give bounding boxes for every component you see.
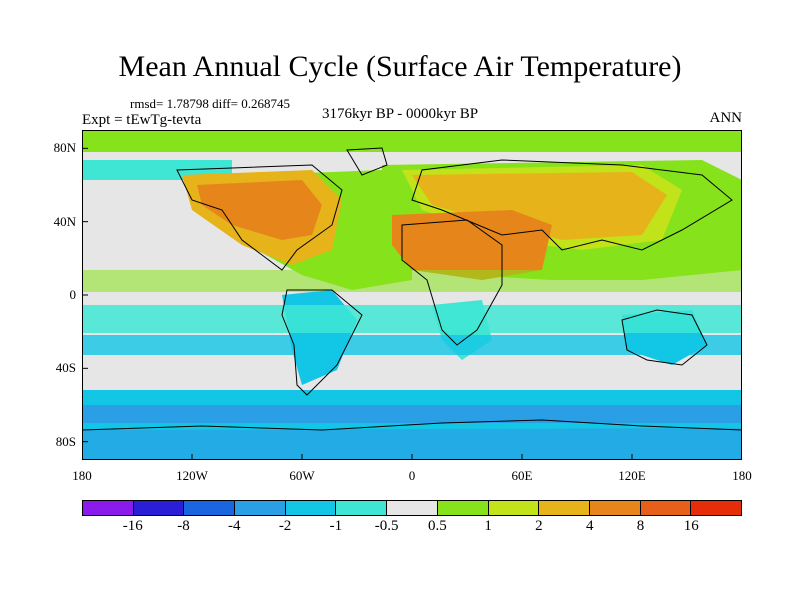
field-arctic-band bbox=[82, 130, 742, 152]
colorbar-segment bbox=[640, 501, 692, 515]
colorbar-label: 8 bbox=[636, 518, 645, 534]
colorbar-segment bbox=[437, 501, 489, 515]
colorbar-label: 4 bbox=[585, 518, 594, 534]
colorbar-label: 1 bbox=[484, 518, 492, 534]
coast-antarctica bbox=[82, 419, 742, 431]
field-tropical-green bbox=[82, 270, 742, 292]
x-axis-ticks bbox=[82, 454, 742, 460]
colorbar-label: -1 bbox=[329, 518, 343, 534]
y-tick-label: 40N bbox=[53, 213, 76, 229]
y-axis-ticks bbox=[82, 147, 88, 443]
field-north-america-hot bbox=[197, 180, 322, 240]
coast-eurasia bbox=[411, 159, 733, 251]
colorbar-segment bbox=[336, 501, 388, 515]
x-tick-label: 180 bbox=[72, 468, 92, 483]
x-tick-label: 0 bbox=[408, 468, 416, 483]
field-antarctica-cool bbox=[82, 428, 742, 460]
colorbar-segment bbox=[539, 501, 590, 515]
x-tick-label: 180 bbox=[732, 468, 752, 483]
colorbar-label: 0.5 bbox=[428, 518, 447, 534]
chart-title: Mean Annual Cycle (Surface Air Temperatu… bbox=[118, 50, 682, 83]
map-plot bbox=[82, 130, 742, 460]
y-tick-label: 80S bbox=[55, 433, 76, 449]
colorbar-label: 2 bbox=[535, 518, 543, 534]
x-tick-label: 60E bbox=[511, 468, 533, 483]
y-tick-label: 80N bbox=[53, 140, 76, 156]
colorbar-segment bbox=[488, 501, 540, 515]
coast-north-america bbox=[176, 164, 343, 271]
season-label: ANN bbox=[709, 110, 743, 126]
colorbar bbox=[82, 500, 742, 516]
experiment-label: Expt = tEwTg-tevta bbox=[82, 112, 202, 128]
coast-south-america bbox=[281, 289, 363, 396]
colorbar-segment bbox=[184, 501, 236, 515]
x-tick-label: 120E bbox=[618, 468, 646, 483]
colorbar-segment bbox=[589, 501, 641, 515]
coast-australia bbox=[621, 309, 708, 366]
colorbar-segment bbox=[387, 501, 438, 515]
field-sahara bbox=[392, 210, 552, 280]
field-south-ocean-cyan bbox=[82, 305, 742, 333]
colorbar-label: -16 bbox=[122, 518, 143, 534]
x-tick-label: 120W bbox=[176, 468, 208, 483]
field-south-ocean-blue bbox=[82, 335, 742, 355]
coast-greenland bbox=[346, 147, 388, 176]
colorbar-label: -4 bbox=[228, 518, 241, 534]
colorbar-label: -8 bbox=[177, 518, 190, 534]
colorbar-label: -2 bbox=[278, 518, 292, 534]
y-tick-label: 40S bbox=[55, 360, 76, 376]
colorbar-segment bbox=[691, 501, 741, 515]
field-antarctic-coast bbox=[82, 405, 742, 423]
x-tick-label: 60W bbox=[289, 468, 315, 483]
period-label: 3176kyr BP - 0000kyr BP bbox=[322, 106, 479, 122]
colorbar-segment bbox=[133, 501, 185, 515]
colorbar-label: 16 bbox=[683, 518, 699, 534]
colorbar-label: -0.5 bbox=[374, 518, 399, 534]
coast-africa bbox=[401, 219, 503, 346]
colorbar-segment bbox=[83, 501, 134, 515]
colorbar-segment bbox=[235, 501, 286, 515]
stats-label: rmsd= 1.78798 diff= 0.268745 bbox=[130, 96, 290, 111]
field-eurasia-orange bbox=[412, 172, 667, 240]
y-tick-label: 0 bbox=[69, 287, 77, 302]
colorbar-segment bbox=[285, 501, 337, 515]
